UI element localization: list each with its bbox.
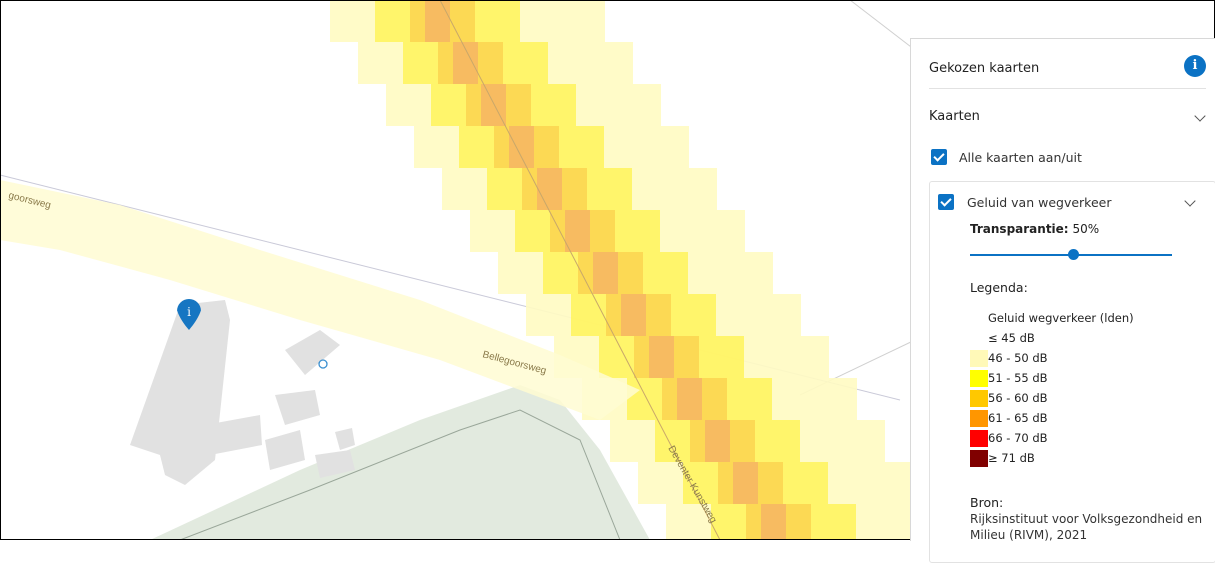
legend-swatch — [970, 370, 988, 387]
buildings — [130, 300, 355, 485]
rail-line — [179, 409, 621, 540]
panel-title: Gekozen kaarten — [929, 61, 1040, 76]
legend-swatch — [970, 430, 988, 447]
legend-subtitle: Geluid wegverkeer (lden) — [988, 311, 1134, 325]
legend-label: 56 - 60 dB — [988, 391, 1048, 405]
layer-checkbox[interactable] — [938, 194, 954, 210]
legend-label: 51 - 55 dB — [988, 371, 1048, 385]
divider — [929, 88, 1206, 89]
svg-text:i: i — [187, 305, 191, 319]
legend-label: ≥ 71 dB — [988, 451, 1035, 465]
legend-label: 46 - 50 dB — [988, 351, 1048, 365]
map-pin-info-icon[interactable]: i — [177, 299, 201, 330]
road-line — [439, 0, 721, 540]
transparency-value: 50% — [1072, 222, 1100, 236]
layer-card: Geluid van wegverkeer Transparantie: 50%… — [929, 181, 1215, 563]
legend-swatch — [970, 410, 988, 427]
source-text: Rijksinstituut voor Volksgezondheid en M… — [970, 512, 1203, 542]
road-noise-band — [0, 180, 640, 420]
chevron-down-icon[interactable] — [1184, 195, 1196, 207]
legend-label: ≤ 45 dB — [988, 331, 1035, 345]
toggle-all-label: Alle kaarten aan/uit — [959, 150, 1082, 165]
legend-title: Legenda: — [970, 280, 1028, 295]
source-title: Bron: — [970, 495, 1004, 510]
legend-swatch — [970, 450, 988, 467]
transparency-label: Transparantie: 50% — [970, 222, 1099, 236]
green-band — [150, 385, 650, 540]
legend-label: 66 - 70 dB — [988, 431, 1048, 445]
noise-band — [425, 0, 814, 540]
legend-item: 61 - 65 dB — [970, 410, 1048, 427]
layer-panel: Gekozen kaarten i Kaarten Alle kaarten a… — [910, 38, 1215, 563]
slider-handle[interactable] — [1068, 249, 1079, 260]
toggle-all-checkbox[interactable] — [931, 149, 947, 165]
legend-swatch — [970, 350, 988, 367]
legend-swatch — [970, 330, 988, 347]
road-line — [849, 0, 916, 51]
legend-item: ≥ 71 dB — [970, 450, 1035, 467]
legend-item: ≤ 45 dB — [970, 330, 1035, 347]
chevron-down-icon[interactable] — [1194, 110, 1206, 122]
location-dot-icon[interactable] — [318, 359, 328, 369]
transparency-title: Transparantie: — [970, 222, 1069, 236]
legend-swatch — [970, 390, 988, 407]
info-icon[interactable]: i — [1184, 55, 1206, 77]
legend-item: 56 - 60 dB — [970, 390, 1048, 407]
legend-item: 46 - 50 dB — [970, 350, 1048, 367]
legend-label: 61 - 65 dB — [988, 411, 1048, 425]
map-canvas[interactable]: goorsweg Bellegoorsweg Deventer Kunstweg… — [0, 0, 1215, 540]
section-title: Kaarten — [929, 109, 980, 124]
legend-item: 51 - 55 dB — [970, 370, 1048, 387]
legend-item: 66 - 70 dB — [970, 430, 1048, 447]
noise-overlay — [330, 0, 969, 540]
layer-name: Geluid van wegverkeer — [967, 195, 1112, 210]
